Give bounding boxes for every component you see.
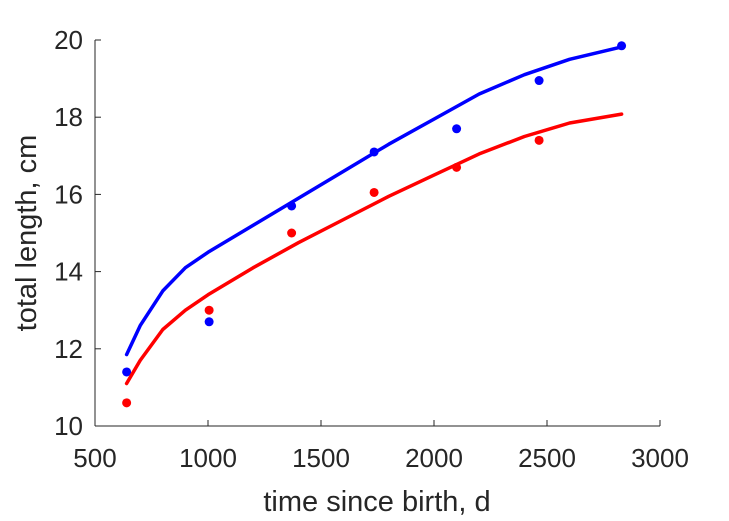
y-tick-label-4: 18 — [54, 102, 83, 132]
y-tick-label-5: 20 — [54, 25, 83, 55]
series-0-point-4 — [452, 124, 462, 134]
series-0-point-5 — [534, 76, 544, 86]
x-tick-label-5: 3000 — [631, 443, 689, 473]
x-tick-label-1: 1000 — [179, 443, 237, 473]
x-tick-label-3: 2000 — [405, 443, 463, 473]
x-tick-label-0: 500 — [73, 443, 116, 473]
series-0-point-2 — [287, 201, 297, 211]
x-tick-label-4: 2500 — [518, 443, 576, 473]
series-1-point-3 — [369, 187, 379, 197]
ticks: 500 1000 1500 2000 2500 3000 10 12 14 16 18 20 — [54, 25, 689, 473]
series-0-point-1 — [204, 317, 214, 327]
y-tick-label-0: 10 — [54, 411, 83, 441]
series-0-point-6 — [617, 41, 627, 51]
y-tick-label-1: 12 — [54, 334, 83, 364]
y-tick-label-3: 16 — [54, 179, 83, 209]
x-axis-title: time since birth, d — [263, 486, 490, 518]
series-1-point-4 — [452, 162, 462, 172]
axes — [94, 40, 660, 427]
series-0-fit-line — [124, 45, 624, 357]
x-tick-label-2: 1500 — [292, 443, 350, 473]
series-0-point-3 — [369, 147, 379, 157]
series-1-point-2 — [287, 228, 297, 238]
plot-area — [122, 41, 627, 408]
series-1-point-1 — [204, 305, 214, 315]
y-axis-title: total length, cm — [11, 135, 43, 332]
y-tick-label-2: 14 — [54, 257, 83, 287]
series-1-point-0 — [122, 398, 132, 408]
series-1-point-5 — [534, 135, 544, 145]
series-1-fit-line — [124, 112, 624, 386]
series-0-point-0 — [122, 367, 132, 377]
